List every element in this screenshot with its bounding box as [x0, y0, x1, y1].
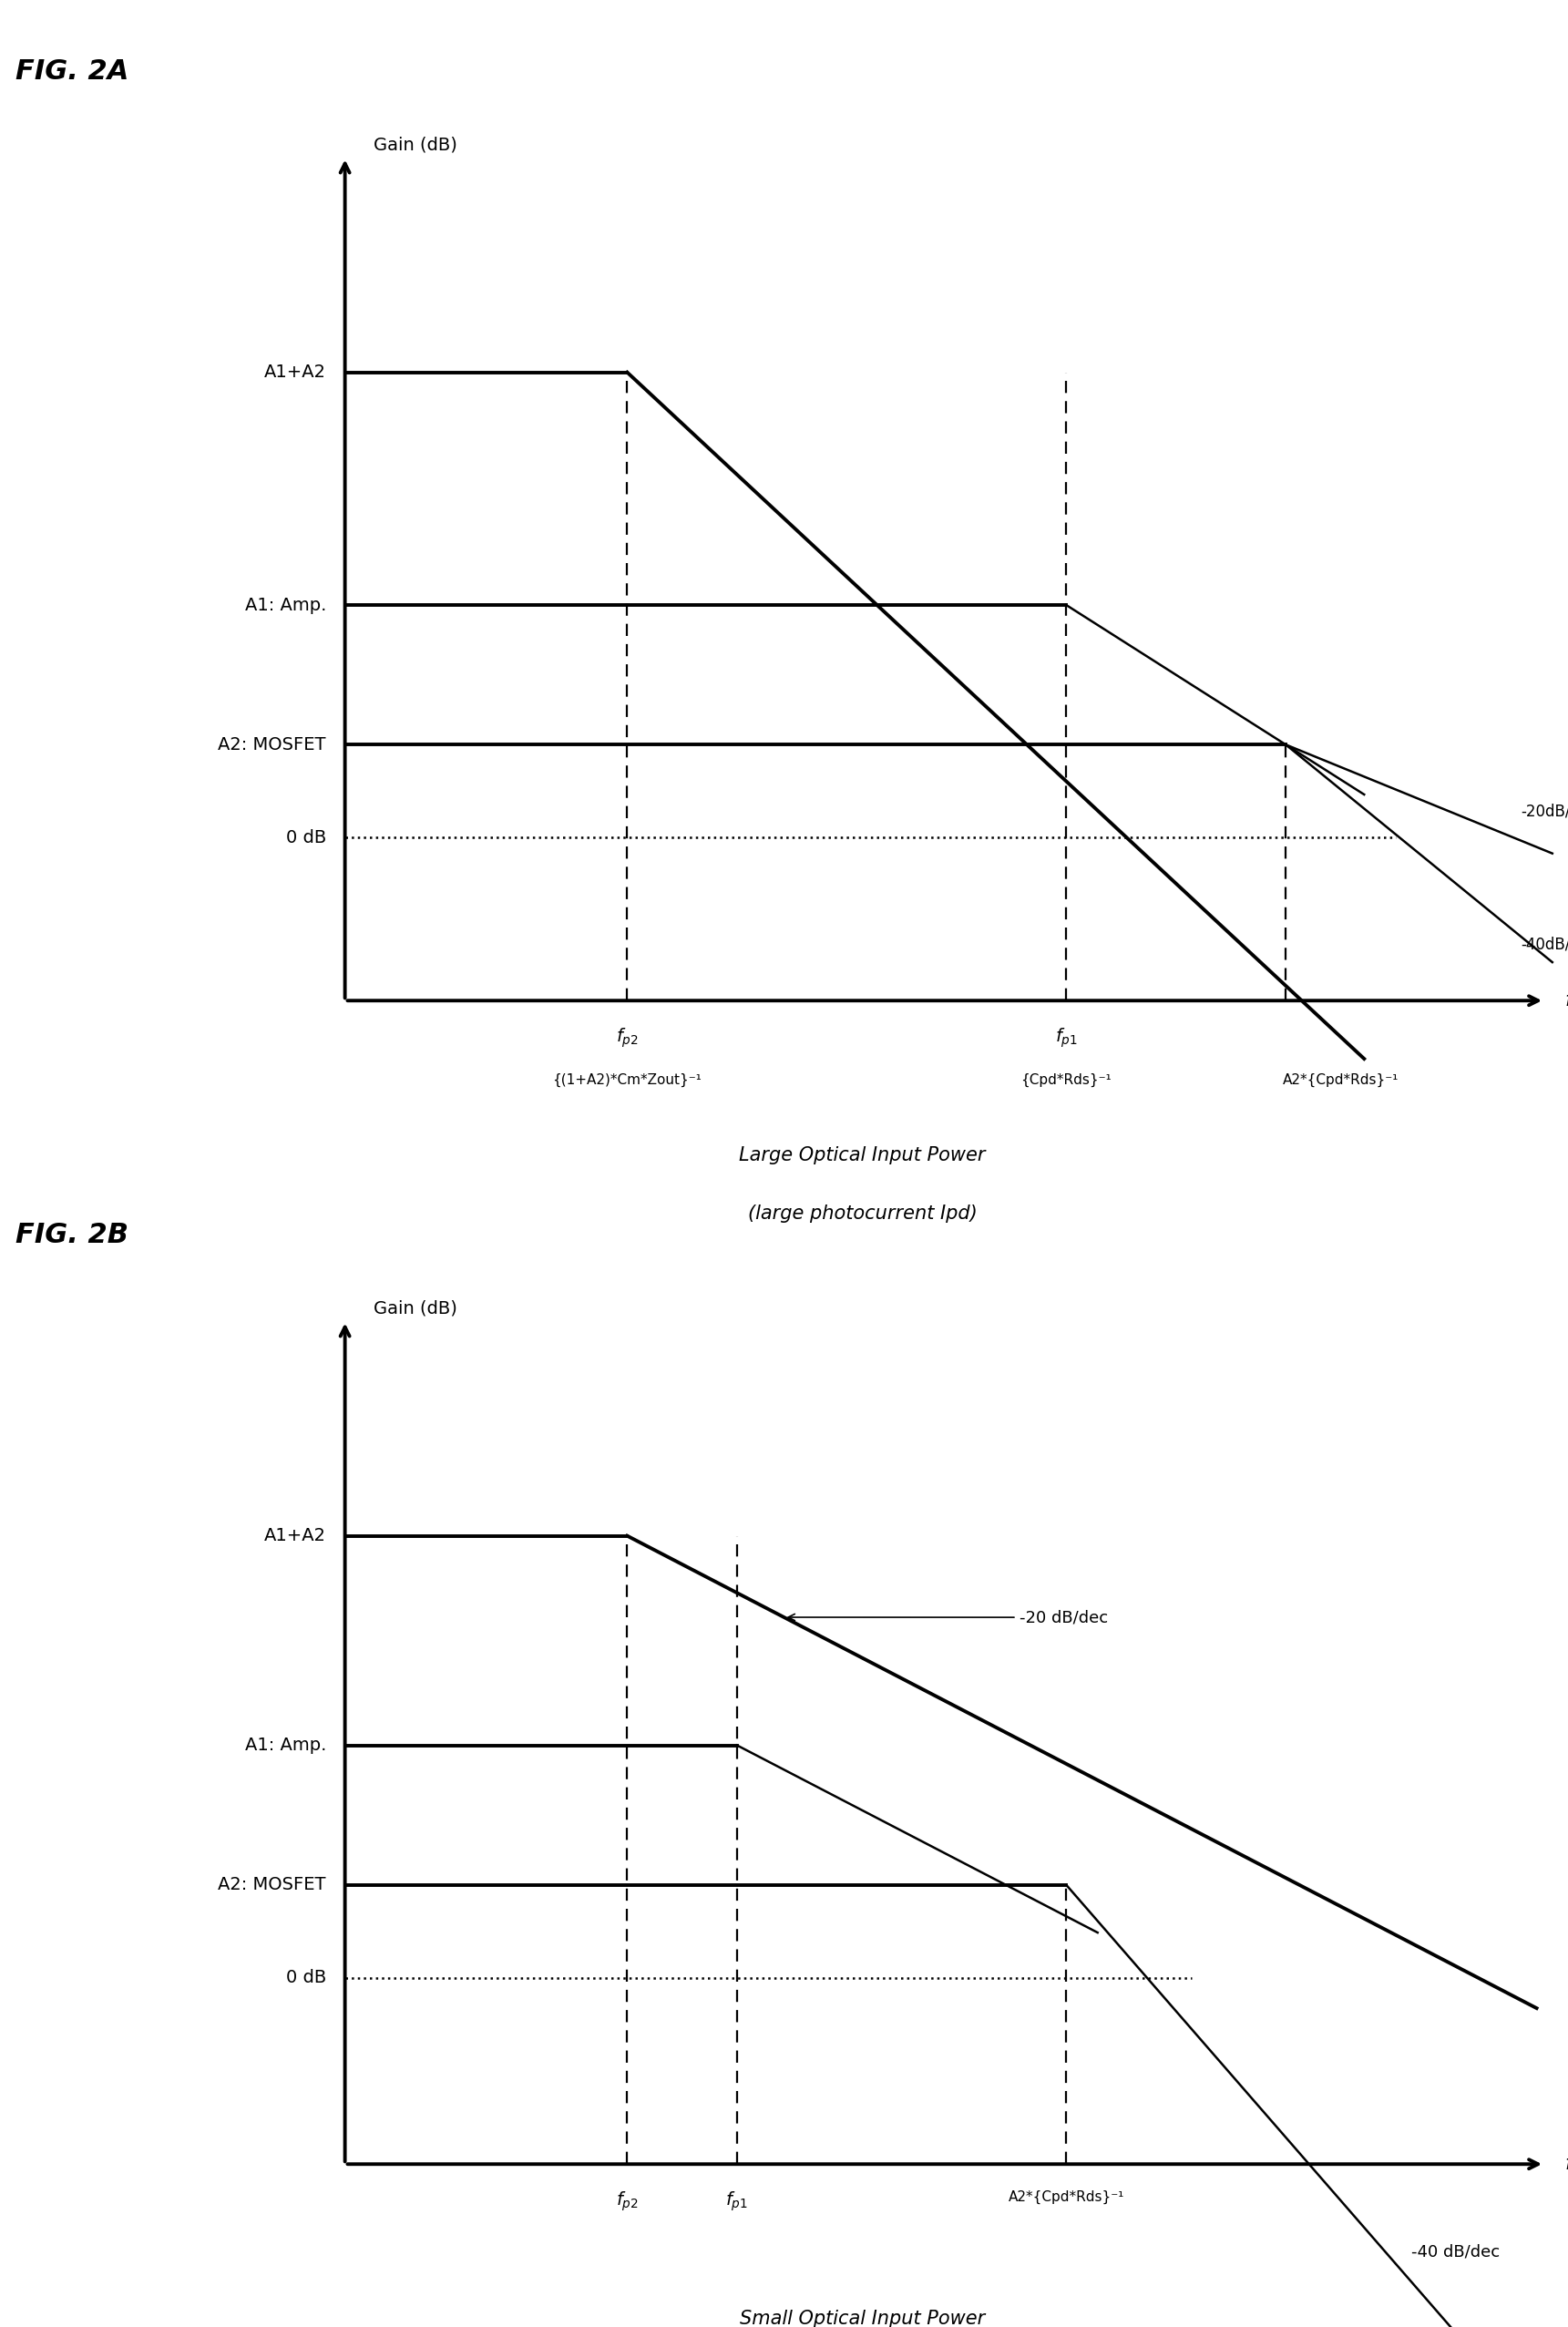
Text: A1+A2: A1+A2 — [263, 1527, 326, 1545]
Text: -40dB/dec: -40dB/dec — [1521, 935, 1568, 952]
Text: A1: Amp.: A1: Amp. — [245, 1736, 326, 1755]
Text: A2: MOSFET: A2: MOSFET — [218, 1876, 326, 1894]
Text: {Cpd*Rds}⁻¹: {Cpd*Rds}⁻¹ — [1021, 1073, 1112, 1087]
Text: FIG. 2A: FIG. 2A — [16, 58, 129, 84]
Text: 0 dB: 0 dB — [285, 1969, 326, 1987]
Text: Large Optical Input Power: Large Optical Input Power — [739, 1147, 986, 1164]
Text: $f_{p1}$: $f_{p1}$ — [1055, 1026, 1077, 1049]
Text: Gain (dB): Gain (dB) — [373, 137, 456, 154]
Text: A2*{Cpd*Rds}⁻¹: A2*{Cpd*Rds}⁻¹ — [1283, 1073, 1399, 1087]
Text: FIG. 2B: FIG. 2B — [16, 1222, 129, 1247]
Text: $f_{p2}$: $f_{p2}$ — [616, 2190, 638, 2213]
Text: Small Optical Input Power: Small Optical Input Power — [740, 2308, 985, 2327]
Text: f: f — [1565, 2155, 1568, 2173]
Text: {(1+A2)*Cm*Zout}⁻¹: {(1+A2)*Cm*Zout}⁻¹ — [552, 1073, 702, 1087]
Text: -20 dB/dec: -20 dB/dec — [789, 1610, 1107, 1627]
Text: (large photocurrent Ipd): (large photocurrent Ipd) — [748, 1205, 977, 1222]
Text: f: f — [1565, 991, 1568, 1010]
Text: $f_{p1}$: $f_{p1}$ — [726, 2190, 748, 2213]
Text: -40 dB/dec: -40 dB/dec — [1411, 2243, 1499, 2260]
Text: 0 dB: 0 dB — [285, 828, 326, 847]
Text: -20dB/dec: -20dB/dec — [1521, 803, 1568, 819]
Text: A1+A2: A1+A2 — [263, 363, 326, 382]
Text: A2*{Cpd*Rds}⁻¹: A2*{Cpd*Rds}⁻¹ — [1008, 2190, 1124, 2204]
Text: A2: MOSFET: A2: MOSFET — [218, 735, 326, 754]
Text: Gain (dB): Gain (dB) — [373, 1301, 456, 1317]
Text: $f_{p2}$: $f_{p2}$ — [616, 1026, 638, 1049]
Text: A1: Amp.: A1: Amp. — [245, 596, 326, 614]
